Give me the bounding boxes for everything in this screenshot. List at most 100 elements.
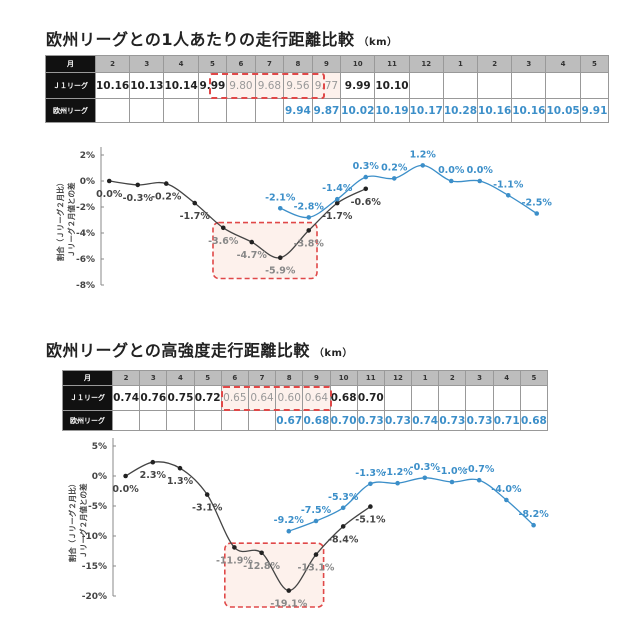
value-cell: 0.71: [492, 410, 521, 431]
value-cell: [411, 385, 440, 411]
europe-data-label: -1.0%: [437, 466, 468, 477]
j1-data-point: [220, 225, 226, 231]
value-cell: [163, 98, 199, 123]
month-cell: 10: [340, 55, 376, 73]
j1-data-label: 2.3%: [140, 470, 167, 481]
j1-data-point: [363, 186, 369, 192]
j1-series-line: [125, 461, 371, 592]
value-cell: 9.77: [311, 72, 342, 99]
j1-data-label: -1.7%: [180, 211, 211, 222]
y-tick-label: 0%: [80, 177, 95, 187]
europe-data-point: [476, 477, 482, 483]
row-label: 欧州リーグ: [62, 410, 113, 431]
europe-data-point: [313, 518, 319, 524]
header-row: 月 2 3 4 5 6 7 8 9 10 11 12 1 2 3 4 5: [62, 370, 549, 386]
europe-data-point: [477, 178, 483, 184]
j1-data-label: 0.0%: [112, 484, 139, 495]
month-cell: 10: [329, 370, 358, 386]
value-cell: 0.74: [411, 410, 440, 431]
value-cell: 9.99: [340, 72, 376, 99]
j1-data-point: [306, 228, 312, 233]
j1-data-point: [106, 178, 112, 184]
month-cell: 11: [356, 370, 385, 386]
title-unit: （km）: [358, 37, 398, 48]
y-tick-label: 5%: [92, 442, 107, 452]
value-cell: [519, 385, 549, 411]
j1-data-point: [204, 492, 210, 497]
europe-data-label: -1.1%: [493, 179, 524, 190]
month-cell: 12: [383, 370, 413, 386]
title-distance: 欧州リーグとの1人あたりの走行距離比較 （km）: [46, 26, 398, 50]
value-cell: 10.19: [374, 98, 410, 123]
europe-data-point: [286, 528, 292, 534]
row-label: Ｊ１リーグ: [62, 385, 113, 411]
y-axis-label: Ｊリーグ２月値との差: [78, 483, 88, 558]
europe-series-line: [280, 164, 538, 219]
europe-data-label: -0.7%: [464, 464, 495, 475]
europe-data-point: [504, 497, 509, 503]
j1-data-point: [192, 200, 198, 206]
month-cell: 1: [411, 370, 440, 386]
value-cell: 0.65: [220, 385, 249, 411]
europe-data-point: [534, 211, 540, 216]
j1-data-point: [340, 524, 346, 529]
y-tick-label: -8%: [76, 281, 95, 291]
j1-data-label: -11.9%: [216, 555, 253, 566]
europe-row: 欧州リーグ 0.67 0.68 0.70 0.73 0.73 0.74 0.73 0.73 0.7…: [62, 410, 549, 431]
j1-data-point: [368, 504, 373, 509]
j1-data-label: -3.1%: [192, 503, 223, 514]
j1-data-point: [135, 182, 141, 188]
value-cell: 9.99: [197, 72, 228, 99]
j1-data-point: [249, 239, 255, 245]
title-unit: （km）: [313, 348, 353, 359]
europe-data-label: 0.0%: [467, 165, 494, 176]
month-cell: 2: [477, 55, 513, 73]
europe-data-label: -4.0%: [491, 484, 522, 495]
month-cell: 1: [442, 55, 479, 73]
europe-data-label: -2.8%: [294, 201, 325, 212]
europe-data-point: [505, 193, 511, 198]
europe-data-point: [277, 206, 283, 211]
j1-data-point: [177, 465, 183, 471]
y-tick-label: -4%: [76, 229, 95, 239]
month-cell: 6: [220, 370, 249, 386]
europe-data-point: [420, 163, 426, 168]
europe-data-point: [334, 196, 340, 202]
month-header: 月: [45, 55, 96, 73]
month-cell: 2: [438, 370, 467, 386]
j1-data-label: -0.6%: [351, 197, 382, 208]
j1-data-label: -19.1%: [270, 599, 307, 610]
j1-data-label: -4.7%: [237, 250, 268, 261]
europe-row: 欧州リーグ 9.94 9.87 10.02 10.19 10.17 10.28 10.16 10…: [45, 98, 610, 123]
y-tick-label: -2%: [76, 203, 95, 213]
j1-data-point: [334, 200, 340, 206]
j1-data-label: 1.3%: [167, 476, 194, 487]
j1-row: Ｊ１リーグ 10.16 10.13 10.14 9.99 9.80 9.68 9.56 9.77…: [45, 72, 610, 99]
value-cell: 0.64: [247, 385, 277, 411]
value-cell: 9.94: [283, 98, 313, 123]
row-label: Ｊ１リーグ: [45, 72, 96, 99]
value-cell: 0.70: [329, 410, 358, 431]
europe-data-point: [422, 475, 428, 481]
month-cell: 3: [511, 55, 547, 73]
europe-data-point: [391, 176, 397, 181]
europe-data-label: 1.2%: [410, 149, 437, 160]
j1-row: Ｊ１リーグ 0.74 0.76 0.75 0.72 0.65 0.64 0.60 0.64 0.6…: [62, 385, 549, 411]
title-text: 欧州リーグとの高強度走行距離比較: [46, 341, 310, 360]
europe-data-label: 0.0%: [438, 165, 465, 176]
j1-data-point: [123, 473, 128, 479]
j1-data-point: [259, 550, 264, 556]
value-cell: 10.16: [477, 98, 513, 123]
j1-data-point: [163, 181, 169, 186]
y-tick-label: -5%: [88, 502, 107, 512]
europe-data-point: [448, 178, 454, 184]
j1-data-label: -0.2%: [151, 192, 182, 203]
europe-data-label: 0.3%: [353, 161, 380, 172]
value-cell: 0.70: [356, 385, 385, 411]
header-row: 月 2 3 4 5 6 7 8 9 10 11 12 1 2 3 4 5: [45, 55, 610, 73]
y-tick-label: -15%: [82, 562, 107, 572]
value-cell: 10.13: [129, 72, 165, 99]
europe-data-label: -2.1%: [265, 192, 296, 203]
value-cell: [545, 72, 581, 99]
